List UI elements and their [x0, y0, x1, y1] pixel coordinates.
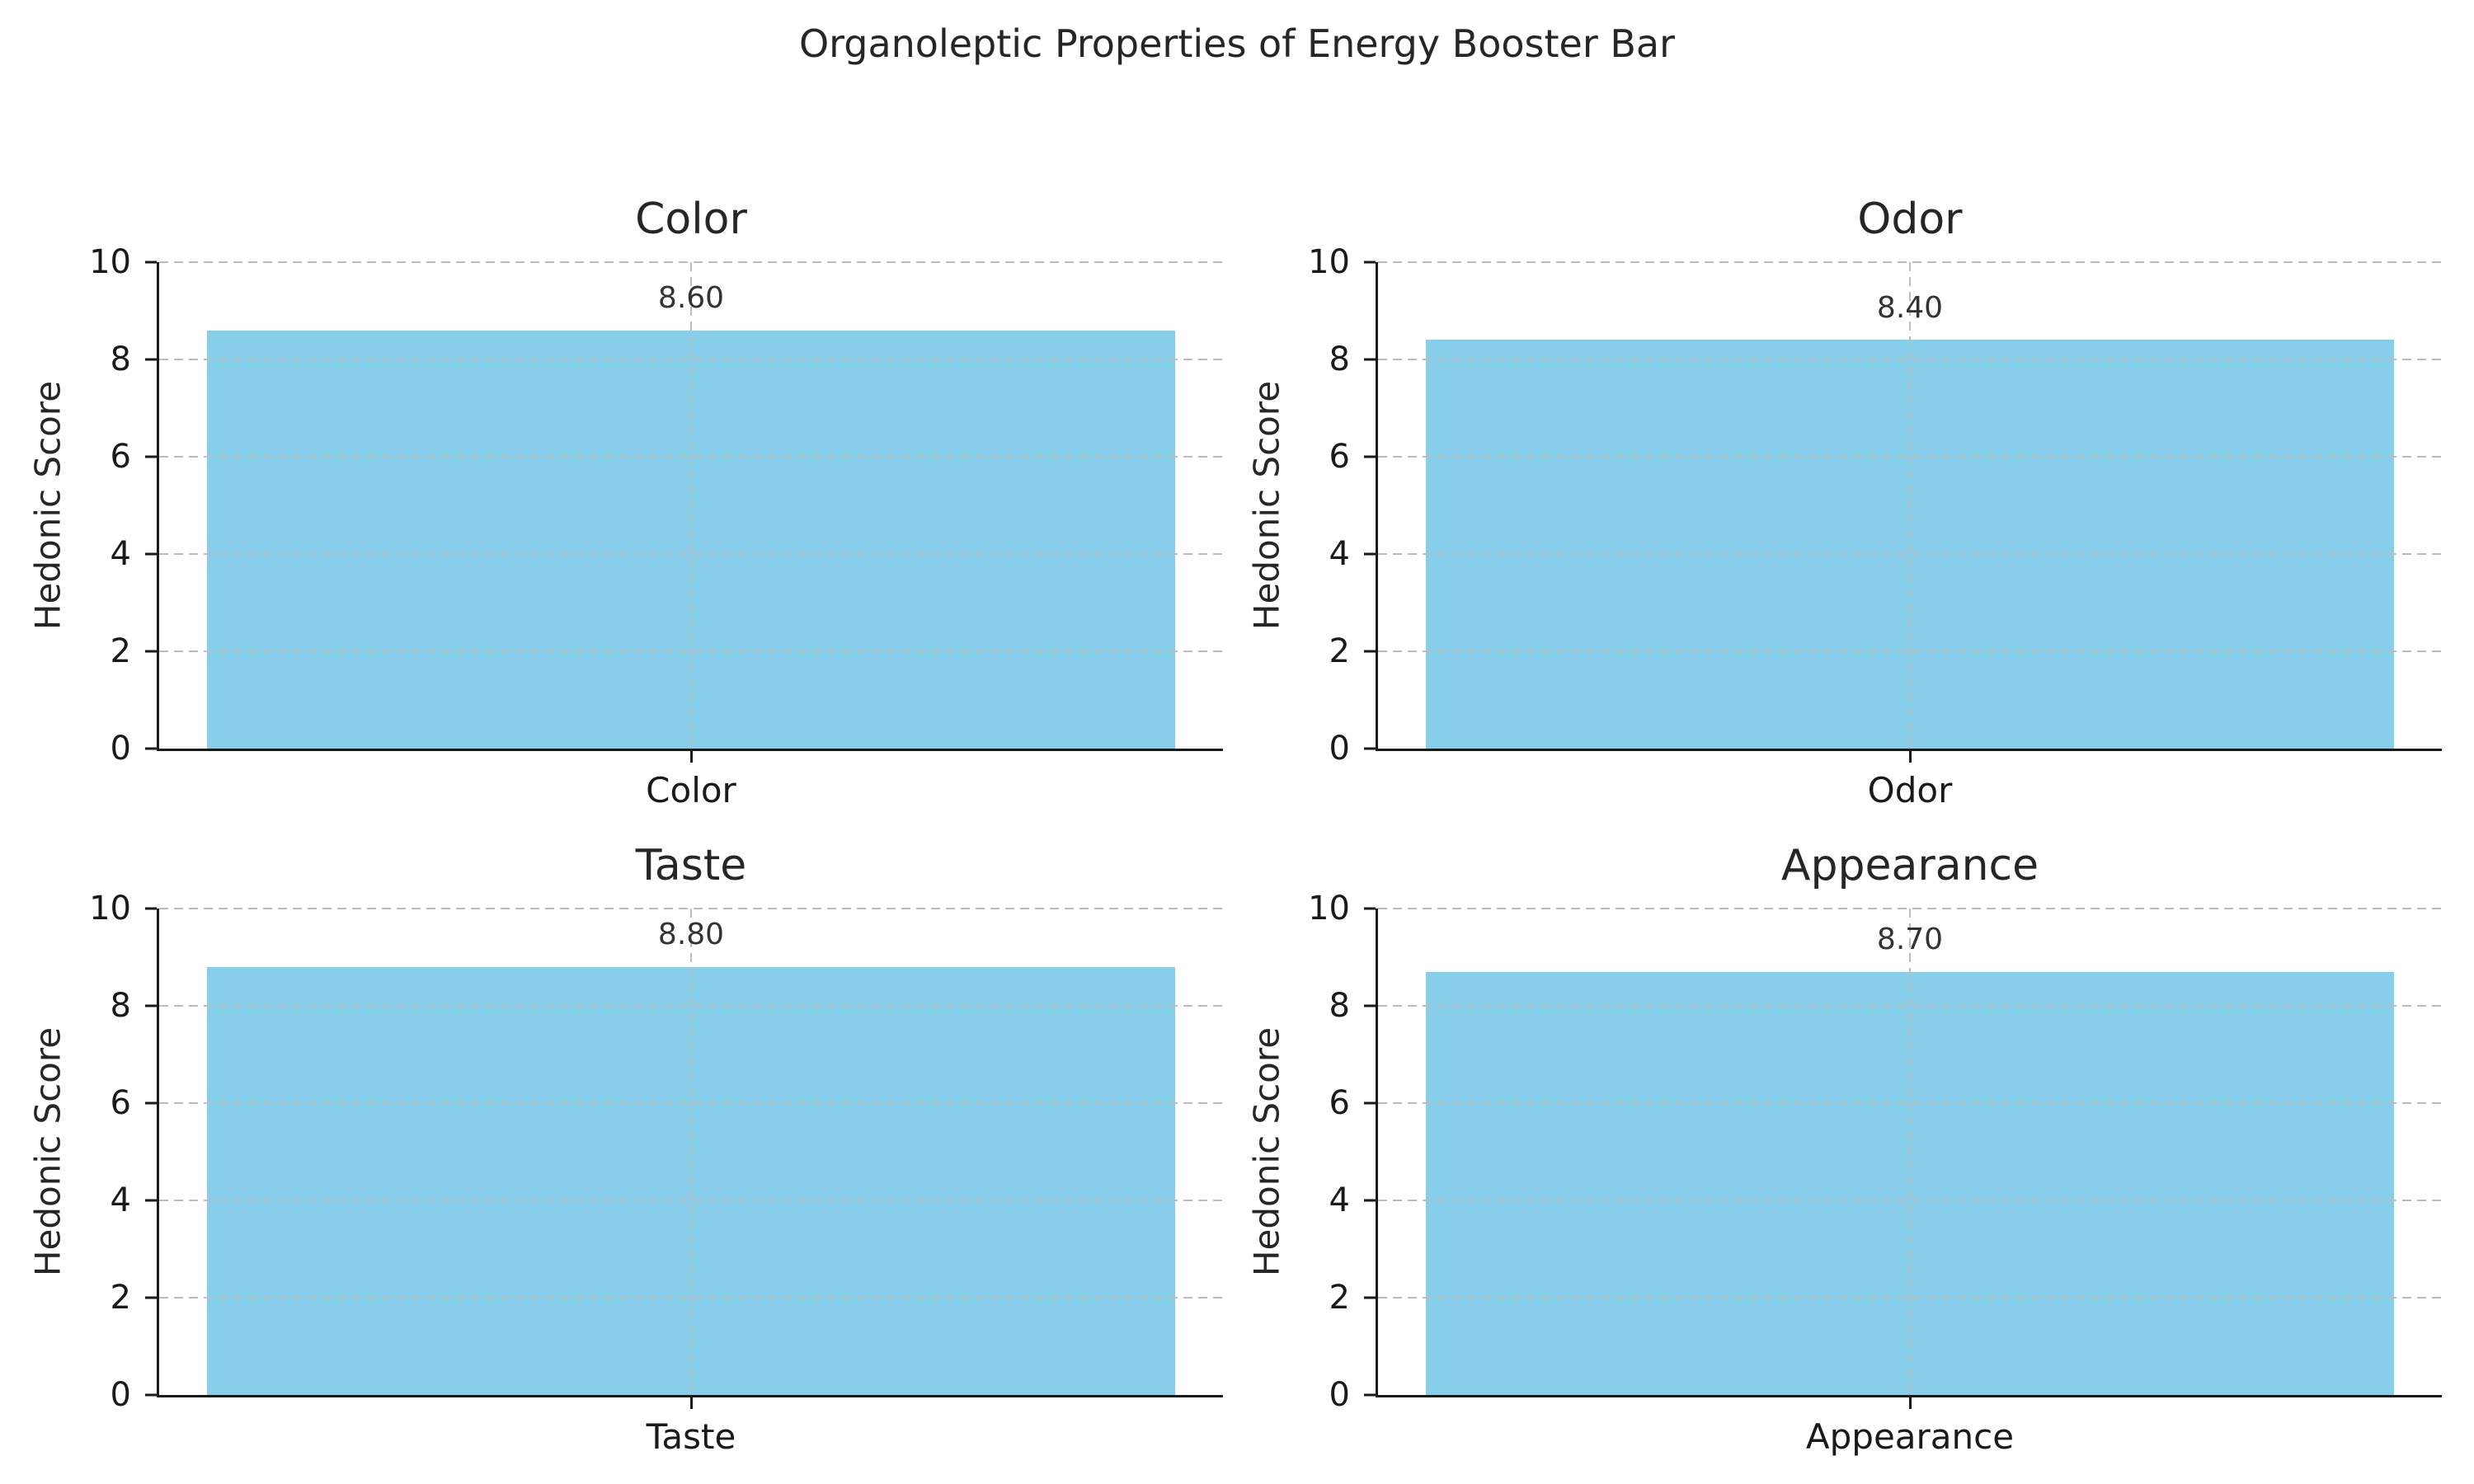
- x-tick-label: Taste: [646, 1416, 736, 1457]
- y-tick-label: 0: [1329, 1376, 1350, 1414]
- y-gridline: [159, 261, 1223, 263]
- subplot-title: Color: [635, 195, 747, 244]
- y-tick-mark: [145, 261, 157, 264]
- center-gridline: [1909, 909, 1911, 1395]
- y-tick-mark: [145, 1004, 157, 1007]
- center-gridline: [1909, 262, 1911, 749]
- y-tick-mark: [1364, 747, 1376, 750]
- y-gridline: [159, 1200, 1223, 1201]
- x-tick-mark: [689, 1397, 693, 1409]
- x-tick-label: Color: [646, 770, 736, 810]
- y-tick-label: 10: [1308, 890, 1350, 928]
- subplot-color: Color Hedonic Score 8.60 Color 0 2 4 6 8 10: [28, 195, 1223, 810]
- y-tick-mark: [145, 1296, 157, 1299]
- x-tick-label: Odor: [1867, 770, 1953, 810]
- subplot-appearance: Appearance Hedonic Score 8.70 Appearance…: [1247, 841, 2442, 1457]
- y-tick-mark: [1364, 1393, 1376, 1397]
- y-tick-label: 2: [110, 1279, 131, 1317]
- y-gridline: [159, 1005, 1223, 1007]
- y-tick-mark: [1364, 358, 1376, 361]
- bar-value-label: 8.60: [657, 280, 725, 315]
- y-tick-mark: [145, 552, 157, 556]
- y-axis-label: Hedonic Score: [27, 1026, 68, 1277]
- y-gridline: [1378, 1005, 2442, 1007]
- y-tick-mark: [145, 1101, 157, 1105]
- y-axis-label: Hedonic Score: [1246, 380, 1287, 631]
- center-gridline: [690, 909, 692, 1395]
- y-axis-label: Hedonic Score: [1246, 1026, 1287, 1277]
- y-tick-mark: [1364, 455, 1376, 458]
- y-tick-label: 8: [1329, 340, 1350, 378]
- y-axis-label: Hedonic Score: [27, 380, 68, 631]
- y-tick-label: 0: [1329, 730, 1350, 768]
- subplot-title: Taste: [635, 841, 747, 890]
- y-gridline: [159, 1297, 1223, 1298]
- y-gridline: [159, 1102, 1223, 1104]
- y-tick-label: 8: [1329, 987, 1350, 1025]
- y-tick-label: 0: [110, 730, 131, 768]
- y-tick-label: 4: [1329, 535, 1350, 573]
- y-gridline: [1378, 650, 2442, 652]
- y-tick-mark: [145, 907, 157, 910]
- x-tick-mark: [1908, 1397, 1912, 1409]
- y-tick-mark: [145, 455, 157, 458]
- subplot-taste: Taste Hedonic Score 8.80 Taste 0 2 4 6 8 10: [28, 841, 1223, 1457]
- y-tick-mark: [145, 1199, 157, 1202]
- y-tick-label: 2: [110, 632, 131, 670]
- y-tick-label: 4: [110, 535, 131, 573]
- center-gridline: [690, 262, 692, 749]
- y-gridline: [1378, 1200, 2442, 1201]
- bar-value-label: 8.80: [657, 918, 725, 952]
- y-tick-label: 8: [110, 987, 131, 1025]
- y-gridline: [1378, 1102, 2442, 1104]
- y-tick-mark: [1364, 261, 1376, 264]
- y-gridline: [1378, 553, 2442, 555]
- y-tick-mark: [145, 358, 157, 361]
- y-tick-label: 2: [1329, 1279, 1350, 1317]
- y-tick-mark: [1364, 1296, 1376, 1299]
- y-tick-label: 6: [110, 1084, 131, 1122]
- subplot-title: Odor: [1857, 195, 1963, 244]
- y-tick-label: 4: [1329, 1181, 1350, 1219]
- y-tick-mark: [1364, 1004, 1376, 1007]
- figure-title: Organoleptic Properties of Energy Booste…: [798, 21, 1676, 66]
- y-tick-mark: [145, 747, 157, 750]
- y-tick-mark: [1364, 1101, 1376, 1105]
- y-gridline: [159, 553, 1223, 555]
- y-tick-label: 6: [1329, 1084, 1350, 1122]
- y-tick-label: 8: [110, 340, 131, 378]
- y-tick-label: 4: [110, 1181, 131, 1219]
- y-tick-mark: [145, 1393, 157, 1397]
- subplot-odor: Odor Hedonic Score 8.40 Odor 0 2 4 6 8 10: [1247, 195, 2442, 810]
- y-gridline: [1378, 1297, 2442, 1298]
- y-tick-mark: [1364, 907, 1376, 910]
- y-tick-label: 10: [89, 890, 131, 928]
- y-gridline: [159, 359, 1223, 360]
- y-tick-label: 0: [110, 1376, 131, 1414]
- y-tick-mark: [1364, 1199, 1376, 1202]
- y-tick-label: 6: [110, 438, 131, 476]
- y-gridline: [1378, 908, 2442, 909]
- x-tick-label: Appearance: [1805, 1416, 2015, 1457]
- y-gridline: [1378, 261, 2442, 263]
- subplot-title: Appearance: [1780, 841, 2039, 890]
- y-tick-label: 2: [1329, 632, 1350, 670]
- y-tick-label: 10: [1308, 243, 1350, 281]
- y-gridline: [1378, 456, 2442, 458]
- bar-value-label: 8.40: [1876, 290, 1944, 325]
- y-tick-mark: [145, 650, 157, 653]
- y-tick-label: 10: [89, 243, 131, 281]
- bar-value-label: 8.70: [1876, 923, 1944, 957]
- y-gridline: [1378, 359, 2442, 360]
- y-gridline: [159, 456, 1223, 458]
- y-tick-label: 6: [1329, 438, 1350, 476]
- x-tick-mark: [1908, 751, 1912, 763]
- y-gridline: [159, 908, 1223, 909]
- y-tick-mark: [1364, 650, 1376, 653]
- x-tick-mark: [689, 751, 693, 763]
- y-tick-mark: [1364, 552, 1376, 556]
- y-gridline: [159, 650, 1223, 652]
